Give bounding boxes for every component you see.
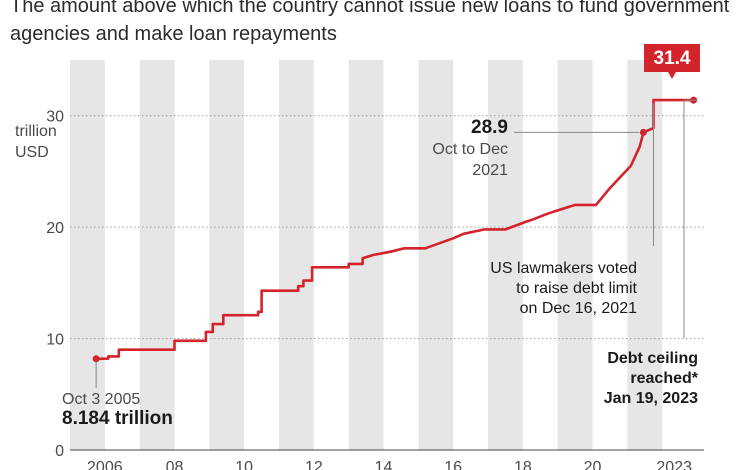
x-tick-label: 14: [375, 459, 393, 470]
year-band: [209, 60, 245, 450]
start-date-label: Oct 3 2005: [62, 391, 140, 408]
x-tick-label: 08: [166, 459, 184, 470]
y-axis-label: trillion: [15, 123, 57, 140]
year-band: [627, 60, 663, 450]
x-tick-label: 16: [444, 459, 462, 470]
series-layer: [96, 98, 694, 361]
y-tick-label: 10: [46, 332, 64, 349]
x-tick-label: 2023: [656, 459, 692, 470]
x-tick-label: 12: [305, 459, 323, 470]
ceiling-label: Jan 19, 2023: [604, 390, 698, 407]
year-band: [139, 60, 175, 450]
y-tick-label: 20: [46, 220, 64, 237]
end-value-badge: [644, 44, 700, 72]
mid-point: [639, 128, 647, 136]
x-tick-label: 10: [235, 459, 253, 470]
year-bands: [70, 60, 663, 450]
x-tick-label: 20: [584, 459, 602, 470]
chart-subtitle: The amount above which the country canno…: [10, 0, 730, 45]
ceiling-label: Debt ceiling: [607, 350, 698, 367]
start-point: [92, 355, 100, 363]
year-band: [557, 60, 593, 450]
end-value-pointer: [668, 72, 676, 79]
ceiling-leader: [683, 99, 698, 338]
vote-label: US lawmakers voted: [490, 260, 637, 277]
x-tick-label: 2006: [87, 459, 123, 470]
year-band: [279, 60, 314, 450]
y-tick-label: 0: [55, 443, 64, 460]
ceiling-label: reached*: [630, 370, 698, 387]
x-axis: 2006 08 10 12 14 16 18 20 2023: [87, 459, 692, 470]
grid-lines: [70, 115, 704, 451]
x-tick-label: 18: [514, 459, 532, 470]
end-value-label: 31.4: [654, 48, 691, 69]
series-line: [96, 98, 694, 361]
y-axis-label: USD: [15, 144, 49, 161]
vote-label: to raise debt limit: [516, 280, 637, 297]
y-tick-label: 30: [46, 109, 64, 126]
mid-date-label: 2021: [472, 162, 508, 179]
vote-label: on Dec 16, 2021: [520, 300, 638, 317]
year-band: [70, 60, 105, 450]
mid-value-label: 28.9: [471, 117, 508, 138]
year-band: [488, 60, 523, 450]
mid-date-label: Oct to Dec: [432, 141, 508, 158]
start-value-label: 8.184 trillion: [62, 408, 173, 429]
year-band: [418, 60, 454, 450]
